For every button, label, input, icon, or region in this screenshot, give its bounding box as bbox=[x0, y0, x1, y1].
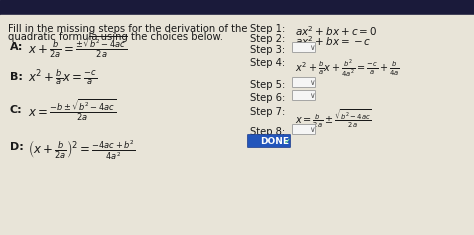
Text: Step 2:: Step 2: bbox=[250, 34, 285, 44]
FancyBboxPatch shape bbox=[292, 125, 316, 134]
Text: Step 3:: Step 3: bbox=[250, 45, 285, 55]
Text: $x^2 + \frac{b}{a}x + \frac{b^2}{4a^2} = \frac{-c}{a} + \frac{b}{4a}$: $x^2 + \frac{b}{a}x + \frac{b^2}{4a^2} =… bbox=[295, 58, 400, 79]
Text: $ax^2 + bx + c = 0$: $ax^2 + bx + c = 0$ bbox=[295, 24, 377, 38]
Text: C:: C: bbox=[10, 105, 23, 115]
Text: Step 1:: Step 1: bbox=[250, 24, 285, 34]
Text: ∨: ∨ bbox=[309, 91, 315, 100]
Text: ✓: ✓ bbox=[284, 137, 291, 145]
Text: D:: D: bbox=[10, 142, 24, 152]
Text: $x = \frac{b}{2a} \pm \frac{\sqrt{b^2 - 4ac}}{2a}$: $x = \frac{b}{2a} \pm \frac{\sqrt{b^2 - … bbox=[295, 107, 372, 130]
FancyBboxPatch shape bbox=[292, 90, 316, 101]
Text: DONE: DONE bbox=[260, 137, 289, 145]
FancyBboxPatch shape bbox=[247, 134, 291, 148]
Text: ∨: ∨ bbox=[309, 43, 315, 52]
Text: Step 7:: Step 7: bbox=[250, 107, 285, 117]
Text: A:: A: bbox=[10, 42, 23, 52]
Text: $x = \frac{-b \pm \sqrt{b^2 - 4ac}}{2a}$: $x = \frac{-b \pm \sqrt{b^2 - 4ac}}{2a}$ bbox=[28, 97, 116, 123]
Text: $x^2 + \frac{b}{a}x = \frac{-c}{a}$: $x^2 + \frac{b}{a}x = \frac{-c}{a}$ bbox=[28, 67, 97, 87]
Text: Step 6:: Step 6: bbox=[250, 93, 285, 103]
Text: $ax^2 + bx = -c$: $ax^2 + bx = -c$ bbox=[295, 34, 372, 48]
FancyBboxPatch shape bbox=[292, 78, 316, 87]
FancyBboxPatch shape bbox=[292, 43, 316, 52]
Text: ∨: ∨ bbox=[309, 125, 315, 134]
Text: B:: B: bbox=[10, 72, 23, 82]
Text: Fill in the missing steps for the derivation of the: Fill in the missing steps for the deriva… bbox=[8, 24, 247, 34]
Text: Step 8:: Step 8: bbox=[250, 127, 285, 137]
Text: $x + \frac{b}{2a} = \frac{\pm\sqrt{b^2 - 4ac}}{2a}$: $x + \frac{b}{2a} = \frac{\pm\sqrt{b^2 -… bbox=[28, 34, 127, 60]
Bar bbox=[0, 0, 474, 15]
Text: Step 5:: Step 5: bbox=[250, 80, 285, 90]
Text: $\left(x + \frac{b}{2a}\right)^2 = \frac{-4ac + b^2}{4a^2}$: $\left(x + \frac{b}{2a}\right)^2 = \frac… bbox=[28, 138, 136, 162]
Text: Step 4:: Step 4: bbox=[250, 58, 285, 68]
Text: ∨: ∨ bbox=[309, 78, 315, 87]
Text: quadratic formula using the choices below.: quadratic formula using the choices belo… bbox=[8, 32, 223, 42]
